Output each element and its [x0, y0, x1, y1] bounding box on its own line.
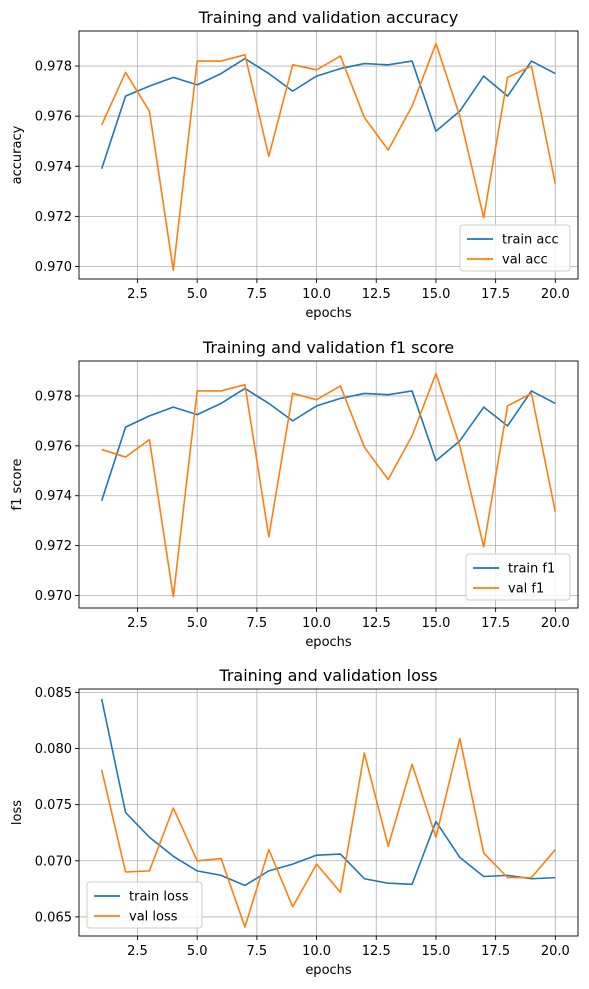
- series-line-train-f1: [100, 387, 556, 501]
- y-tick-label: 0.080: [35, 742, 72, 757]
- plot-frame: [78, 688, 579, 937]
- legend: train acc val acc: [459, 224, 571, 272]
- x-tick-label: 10.0: [302, 616, 331, 631]
- y-tick-label: 0.978: [35, 389, 72, 404]
- series-line-train-loss: [100, 698, 556, 887]
- legend-label: val f1: [508, 582, 544, 597]
- y-tick-label: 0.065: [35, 910, 72, 925]
- y-tick-label: 0.974: [35, 489, 72, 504]
- x-tick-label: 12.5: [362, 616, 391, 631]
- x-tick-label: 2.5: [127, 616, 148, 631]
- x-tick-label: 20.0: [541, 616, 570, 631]
- series-line-val-f1: [101, 372, 557, 598]
- x-tick-label: 17.5: [481, 944, 510, 959]
- legend-label: train acc: [502, 233, 559, 248]
- chart-panel-3: 2.5 5.0 7.5 10.0 12.5 15.0 17.5 20.0 0.065 0.070 0…: [10, 666, 579, 978]
- series-line-val-loss: [100, 737, 556, 928]
- legend: train loss val loss: [86, 881, 203, 929]
- x-tick-label: 5.0: [187, 287, 208, 302]
- series-line-val-acc: [100, 42, 557, 272]
- y-tick-label: 0.976: [35, 110, 72, 125]
- y-tick-label: 0.972: [35, 210, 72, 225]
- y-tick-label: 0.974: [35, 160, 72, 175]
- x-tick-label: 10.0: [302, 287, 331, 302]
- y-tick-label: 0.978: [35, 60, 72, 75]
- x-tick-label: 12.5: [362, 287, 391, 302]
- x-tick-label: 15.0: [421, 616, 450, 631]
- chart-panel-2: 2.5 5.0 7.5 10.0 12.5 15.0 17.5 20.0 0.970 0.972 0…: [10, 338, 579, 650]
- plot-frame: [78, 360, 579, 609]
- y-tick-label: 0.970: [35, 589, 72, 604]
- x-tick-label: 15.0: [421, 287, 450, 302]
- chart-title: Training and validation f1 score: [202, 338, 454, 357]
- legend-label: train f1: [508, 562, 555, 577]
- y-axis-label: f1 score: [10, 459, 25, 511]
- y-tick-label: 0.976: [35, 439, 72, 454]
- y-tick-label: 0.070: [35, 854, 72, 869]
- x-tick-label: 2.5: [127, 944, 148, 959]
- x-axis-label: epochs: [305, 963, 352, 978]
- series-line-train-acc: [100, 57, 556, 170]
- chart-title: Training and validation accuracy: [198, 8, 458, 27]
- x-axis-label: epochs: [305, 306, 352, 321]
- plot-frame: [78, 30, 579, 280]
- y-tick-label: 0.075: [35, 798, 72, 813]
- legend: train f1 val f1: [465, 553, 571, 601]
- chart-title: Training and validation loss: [218, 666, 437, 685]
- x-tick-label: 20.0: [541, 287, 570, 302]
- x-tick-label: 10.0: [302, 944, 331, 959]
- x-tick-label: 7.5: [247, 287, 268, 302]
- x-tick-label: 17.5: [481, 616, 510, 631]
- legend-label: train loss: [129, 890, 189, 905]
- y-axis-label: accuracy: [10, 125, 25, 184]
- legend-label: val loss: [129, 910, 178, 925]
- x-tick-label: 5.0: [187, 944, 208, 959]
- y-tick-label: 0.085: [35, 686, 72, 701]
- y-axis-label: loss: [10, 800, 25, 825]
- x-tick-label: 7.5: [247, 616, 268, 631]
- y-tick-label: 0.970: [35, 260, 72, 275]
- chart-panel-1: 2.5 5.0 7.5 10.0 12.5 15.0 17.5 20.0 0.970 0.972 0…: [10, 8, 579, 321]
- x-tick-label: 2.5: [127, 287, 148, 302]
- x-tick-label: 17.5: [481, 287, 510, 302]
- legend-label: val acc: [502, 253, 548, 268]
- x-tick-label: 12.5: [362, 944, 391, 959]
- x-axis-label: epochs: [305, 635, 352, 650]
- y-tick-label: 0.972: [35, 539, 72, 554]
- x-tick-label: 15.0: [421, 944, 450, 959]
- x-tick-label: 5.0: [187, 616, 208, 631]
- x-tick-label: 20.0: [541, 944, 570, 959]
- x-tick-label: 7.5: [247, 944, 268, 959]
